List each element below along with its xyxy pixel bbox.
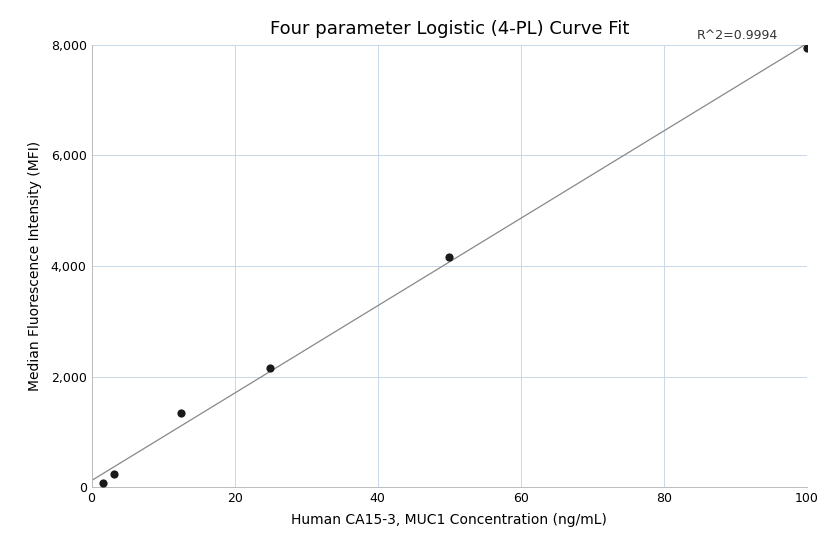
Text: R^2=0.9994: R^2=0.9994 [697, 29, 779, 42]
Title: Four parameter Logistic (4-PL) Curve Fit: Four parameter Logistic (4-PL) Curve Fit [270, 20, 629, 38]
Point [107, 470, 121, 479]
X-axis label: Human CA15-3, MUC1 Concentration (ng/mL): Human CA15-3, MUC1 Concentration (ng/mL) [291, 514, 607, 528]
Point [175, 409, 188, 418]
Point [443, 252, 456, 261]
Point [96, 478, 109, 487]
Point [264, 364, 277, 373]
Y-axis label: Median Fluorescence Intensity (MFI): Median Fluorescence Intensity (MFI) [28, 141, 42, 391]
Point [800, 44, 814, 53]
